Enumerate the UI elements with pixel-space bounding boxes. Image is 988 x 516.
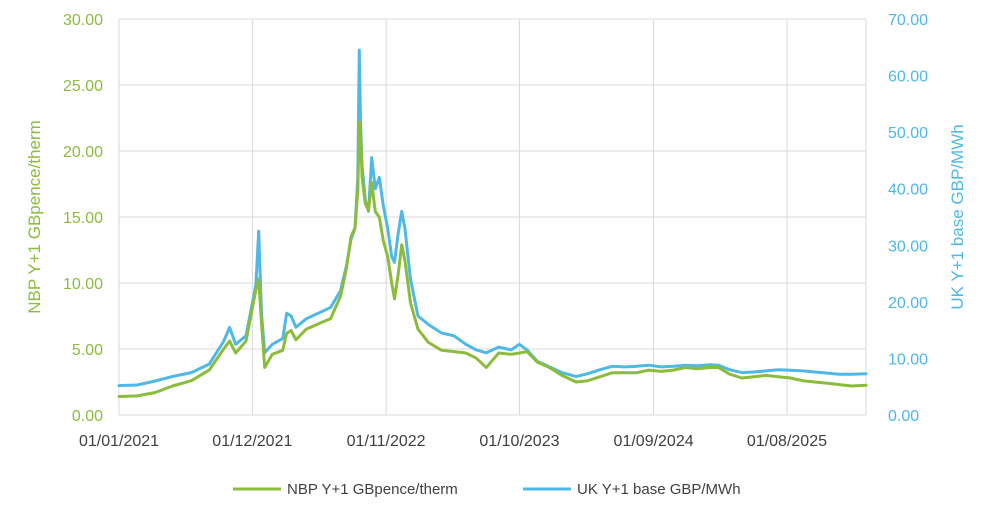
y-left-tick-label: 0.00 (72, 408, 103, 425)
y-right-tick-label: 30.00 (888, 238, 928, 255)
x-tick-label: 01/11/2022 (347, 433, 426, 450)
x-tick-label: 01/09/2024 (614, 433, 694, 450)
y-left-tick-label: 25.00 (63, 78, 103, 95)
y-axis-right-title: UK Y+1 base GBP/MWh (948, 124, 967, 309)
axis-ticks: 0.00 5.00 10.00 15.00 20.00 25.00 30.00 0.00 10.… (63, 12, 928, 450)
y-right-tick-label: 0.00 (888, 408, 919, 425)
x-tick-label: 01/01/2021 (79, 433, 159, 450)
y-left-tick-label: 5.00 (72, 342, 103, 359)
y-left-tick-label: 30.00 (63, 12, 103, 29)
series-line-uk (117, 48, 868, 388)
gridlines (118, 18, 867, 416)
y-right-tick-label: 60.00 (888, 69, 928, 86)
legend: NBP Y+1 GBpence/therm UK Y+1 base GBP/MW… (233, 481, 741, 498)
y-right-tick-label: 40.00 (888, 182, 928, 199)
y-right-tick-label: 20.00 (888, 295, 928, 312)
x-tick-label: 01/08/2025 (747, 433, 827, 450)
y-left-tick-label: 15.00 (63, 210, 103, 227)
x-tick-label: 01/12/2021 (212, 433, 292, 450)
y-left-tick-label: 10.00 (63, 276, 103, 293)
y-axis-left-title: NBP Y+1 GBpence/therm (25, 120, 44, 314)
series-line-nbp (117, 120, 868, 398)
y-right-tick-label: 70.00 (888, 12, 928, 29)
x-tick-label: 01/10/2023 (479, 433, 559, 450)
y-right-tick-label: 50.00 (888, 125, 928, 142)
legend-label-nbp: NBP Y+1 GBpence/therm (287, 481, 458, 498)
y-right-tick-label: 10.00 (888, 351, 928, 368)
legend-label-uk: UK Y+1 base GBP/MWh (577, 481, 741, 498)
y-left-tick-label: 20.00 (63, 144, 103, 161)
series-lines (117, 48, 868, 398)
